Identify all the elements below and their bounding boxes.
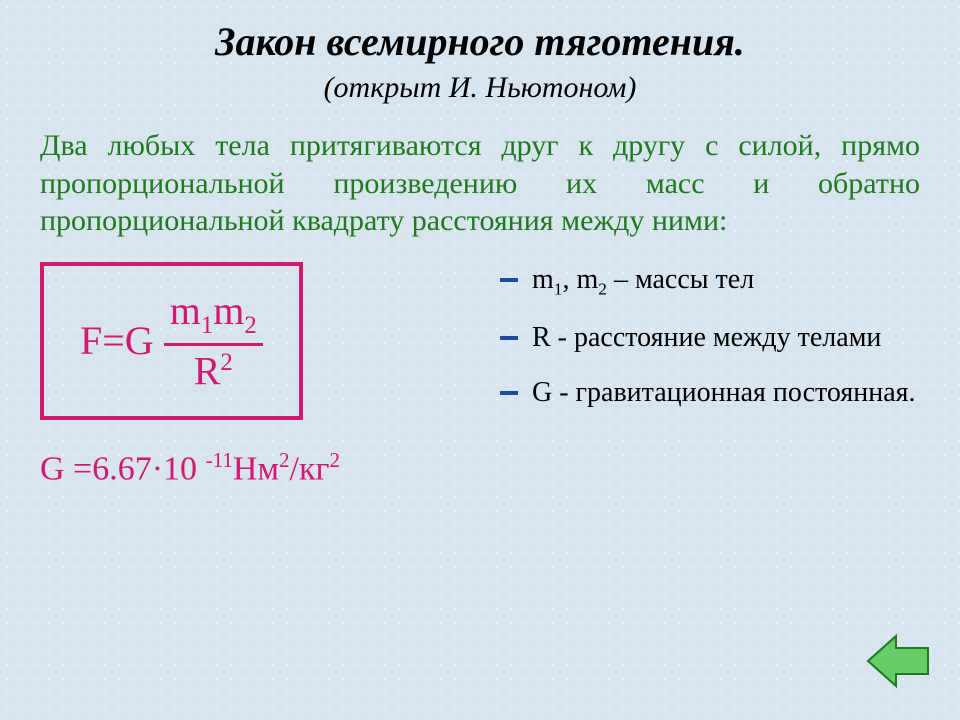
left-column: F=G m1m2 R2 G =6.67·10 -11Нм2/кг2	[40, 262, 450, 489]
legend: m1, m2 – массы тел R - расстояние между …	[500, 262, 920, 430]
lower-region: F=G m1m2 R2 G =6.67·10 -11Нм2/кг2 m1, m2…	[40, 262, 920, 489]
formula-lhs: F=G	[80, 317, 154, 364]
slide-title: Закон всемирного тяготения.	[40, 18, 920, 65]
formula-bar	[164, 343, 263, 346]
arrow-left-icon	[866, 632, 930, 690]
bullet-icon	[500, 278, 518, 282]
slide-subtitle: (открыт И. Ньютоном)	[40, 71, 920, 105]
back-button[interactable]	[866, 632, 930, 690]
formula-fraction: m1m2 R2	[164, 290, 263, 392]
legend-text: m1, m2 – массы тел	[532, 262, 754, 300]
legend-item-masses: m1, m2 – массы тел	[500, 262, 920, 300]
legend-text: G - гравитационная постоянная.	[532, 375, 916, 410]
formula-denominator: R2	[188, 350, 239, 392]
legend-item-constant: G - гравитационная постоянная.	[500, 375, 920, 410]
bullet-icon	[500, 391, 518, 395]
law-statement: Два любых тела притягиваются друг к друг…	[40, 127, 920, 240]
gravitational-constant: G =6.67·10 -11Нм2/кг2	[40, 448, 450, 488]
formula: F=G m1m2 R2	[80, 290, 263, 392]
formula-box: F=G m1m2 R2	[40, 262, 303, 420]
slide-container: Закон всемирного тяготения. (открыт И. Н…	[0, 0, 960, 488]
formula-numerator: m1m2	[164, 290, 263, 339]
legend-item-distance: R - расстояние между телами	[500, 320, 920, 355]
bullet-icon	[500, 336, 518, 340]
legend-text: R - расстояние между телами	[532, 320, 881, 355]
